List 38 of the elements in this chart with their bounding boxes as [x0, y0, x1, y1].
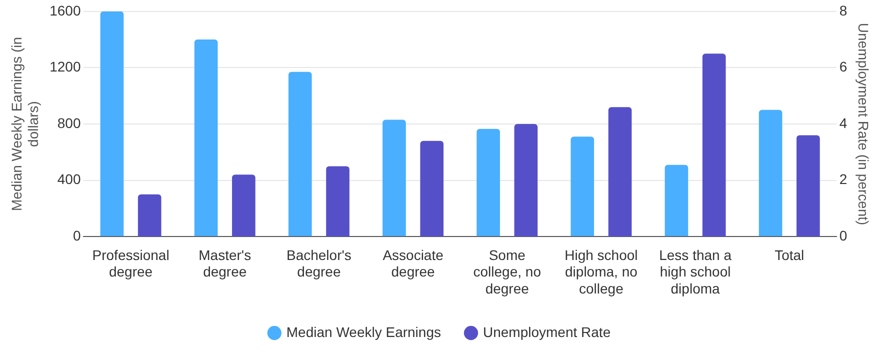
bar [476, 128, 500, 236]
x-tick-label: Less than a high school diploma [659, 246, 732, 296]
x-tick-label: Master's degree [198, 246, 252, 280]
bar [100, 11, 124, 236]
legend-label: Unemployment Rate [482, 324, 611, 340]
bar [326, 166, 350, 237]
y2-tick-label: 4 [839, 114, 848, 131]
x-tick-label: Professional degree [92, 246, 170, 280]
y-tick-label: 800 [57, 114, 81, 131]
x-tick-label: Associate degree [382, 246, 444, 280]
bar [382, 120, 406, 236]
bar [194, 40, 218, 236]
y2-tick-label: 8 [839, 2, 848, 18]
bar [288, 72, 312, 236]
x-tick-label: High school diploma, no college [564, 246, 638, 296]
y-tick-label: 0 [72, 227, 81, 244]
bar [232, 174, 256, 237]
bar [758, 110, 782, 236]
y2-tick-label: 2 [839, 171, 848, 188]
y2-tick-label: 0 [839, 227, 848, 244]
bar [570, 136, 594, 236]
y-tick-label: 1600 [50, 2, 81, 18]
y2-tick-label: 6 [839, 58, 848, 75]
legend-label: Median Weekly Earnings [286, 324, 442, 340]
bar [664, 164, 688, 236]
y-axis-title: Median Weekly Earnings (in dollars) [8, 36, 42, 212]
x-tick-label: Total [774, 246, 804, 263]
bar [420, 140, 444, 237]
x-tick-label: Bachelor's degree [286, 246, 352, 280]
bar [514, 124, 538, 237]
bar [138, 194, 162, 237]
bar [608, 107, 632, 237]
y2-axis-title: Unemployment Rate (in percent) [856, 22, 872, 226]
bar [796, 135, 820, 237]
bar [702, 54, 726, 237]
x-tick-label: Some college, no degree [473, 246, 542, 296]
y-tick-label: 400 [57, 171, 81, 188]
y-tick-label: 1200 [50, 58, 81, 75]
